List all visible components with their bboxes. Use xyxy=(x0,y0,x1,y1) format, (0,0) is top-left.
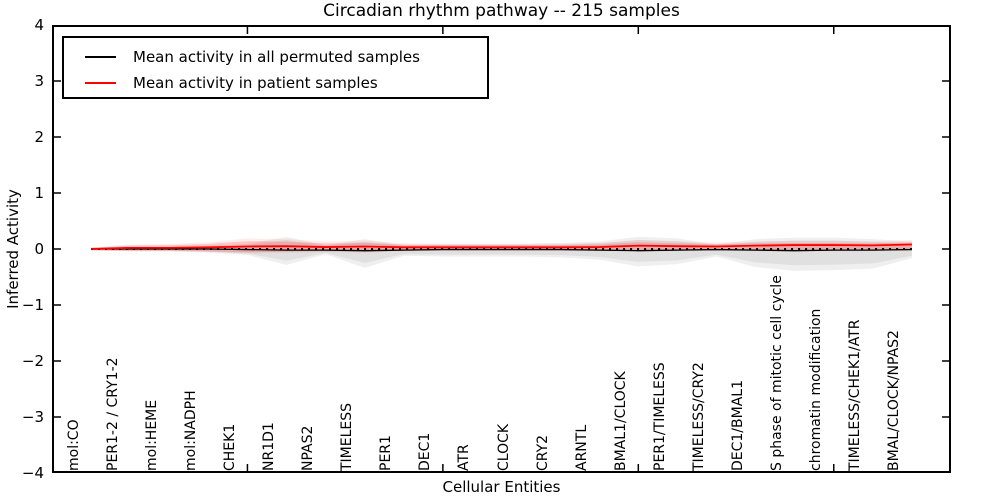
plot-area: mol:CO PER1-2 / CRY1-2 mol:HEME mol:NADPH CH… xyxy=(52,25,951,473)
x-category-label: NR1D1 xyxy=(261,422,278,471)
y-tick-label: −2 xyxy=(21,352,44,370)
x-category-label: S phase of mitotic cell cycle xyxy=(769,275,786,471)
x-category-label: mol:HEME xyxy=(143,399,160,471)
x-category-label: CHEK1 xyxy=(221,423,238,471)
y-tick-label: 1 xyxy=(34,184,44,202)
y-tick-label: −3 xyxy=(21,408,44,426)
axes-frame xyxy=(52,25,951,473)
legend-entry-patient: Mean activity in patient samples xyxy=(64,69,378,96)
x-category-label: TIMELESS xyxy=(339,402,356,471)
legend-line-permuted-icon xyxy=(85,55,116,58)
x-category-label: ARNTL xyxy=(573,424,590,471)
x-category-label: ATR xyxy=(456,444,473,471)
x-category-label: CRY2 xyxy=(534,434,551,471)
legend-line-patient-icon xyxy=(85,81,116,84)
legend-label-patient: Mean activity in patient samples xyxy=(133,73,378,92)
x-category-label: NPAS2 xyxy=(300,425,317,471)
y-tick-label: 4 xyxy=(34,16,44,34)
x-axis-label: Cellular Entities xyxy=(442,478,561,496)
x-category-label: DEC1 xyxy=(417,432,434,471)
x-category-label: mol:CO xyxy=(65,419,82,471)
legend-label-permuted: Mean activity in all permuted samples xyxy=(133,47,420,66)
y-tick-label: −4 xyxy=(21,464,44,482)
x-category-label: mol:NADPH xyxy=(182,390,199,471)
x-category-label: TIMELESS/CRY2 xyxy=(690,362,707,471)
x-category-label: chromatin modification xyxy=(808,308,825,471)
x-category-label: TIMELESS/CHEK1/ATR xyxy=(847,319,864,471)
x-category-label: PER1-2 / CRY1-2 xyxy=(104,357,121,471)
x-category-label: CLOCK xyxy=(495,423,512,471)
x-category-label: BMAL1/CLOCK xyxy=(612,371,629,471)
y-tick-label: −1 xyxy=(21,296,44,314)
chart-canvas xyxy=(52,25,951,473)
x-category-label: BMAL/CLOCK/NPAS2 xyxy=(886,330,903,471)
chart-title: Circadian rhythm pathway -- 215 samples xyxy=(323,1,680,21)
y-tick-label: 3 xyxy=(34,72,44,90)
legend-entry-permuted: Mean activity in all permuted samples xyxy=(64,43,420,70)
x-category-label: DEC1/BMAL1 xyxy=(730,380,747,471)
series-line xyxy=(91,243,912,250)
x-category-label: PER1/TIMELESS xyxy=(651,362,668,471)
x-category-label: PER1 xyxy=(378,435,395,471)
legend: Mean activity in all permuted samples Me… xyxy=(62,36,489,99)
series-line xyxy=(91,248,912,252)
y-tick-label: 0 xyxy=(34,240,44,258)
y-tick-label: 2 xyxy=(34,128,44,146)
